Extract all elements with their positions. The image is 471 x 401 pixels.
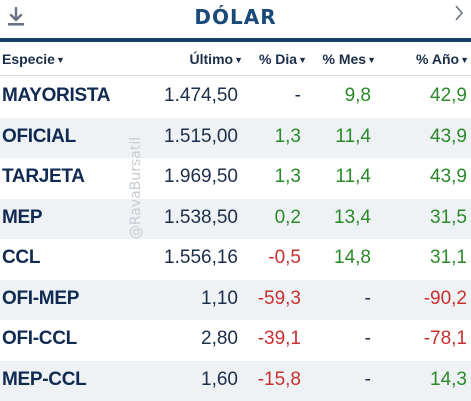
column-header-dia[interactable]: % Dia▼ [259, 51, 307, 67]
row-name: MEP [2, 206, 43, 228]
row-name: OFI-MEP [2, 287, 80, 309]
row-name: OFI-CCL [2, 328, 77, 349]
row-ano: -78,1 [423, 328, 467, 349]
row-mes: 13,4 [334, 206, 371, 228]
row-mes: - [364, 328, 371, 349]
row-ultimo: 1,60 [201, 368, 238, 390]
column-header-label: % Dia [258, 51, 298, 67]
sort-down-arrow-icon: ▼ [367, 55, 376, 65]
row-mes: 9,8 [344, 85, 371, 106]
table-row[interactable]: OFICIAL 1.515,00 1,3 11,4 43,9 [0, 117, 471, 158]
download-icon[interactable] [7, 7, 25, 27]
row-ano: 43,9 [430, 125, 467, 147]
row-ultimo: 1.474,50 [164, 85, 238, 106]
watermark-text: @RavaBursatil [128, 136, 144, 240]
row-name: CCL [2, 247, 41, 268]
row-mes: - [364, 287, 371, 309]
row-dia: 0,2 [274, 206, 301, 228]
row-dia: 1,3 [274, 166, 301, 187]
table-row[interactable]: MEP 1.538,50 0,2 13,4 31,5 [0, 198, 471, 239]
row-name: TARJETA [2, 166, 85, 187]
row-mes: 11,4 [335, 125, 371, 147]
row-dia: -15,8 [257, 368, 301, 390]
header-divider [0, 38, 471, 42]
column-header-label: Especie [2, 51, 55, 67]
row-dia: -59,3 [257, 287, 301, 309]
table-row[interactable]: MAYORISTA 1.474,50 - 9,8 42,9 [0, 77, 471, 117]
row-ultimo: 1.515,00 [164, 125, 238, 147]
table-row[interactable]: OFI-CCL 2,80 -39,1 - -78,1 [0, 320, 471, 360]
row-ultimo: 1.969,50 [164, 166, 238, 187]
table-row[interactable]: TARJETA 1.969,50 1,3 11,4 43,9 [0, 158, 471, 198]
widget-title: DÓLAR [194, 5, 277, 29]
row-ultimo: 1.538,50 [164, 206, 238, 228]
row-ano: 31,5 [430, 206, 467, 228]
row-ultimo: 2,80 [201, 328, 238, 349]
sort-down-arrow-icon: ▼ [298, 55, 307, 65]
row-ano: 14,3 [430, 368, 467, 390]
row-mes: 11,4 [335, 166, 371, 187]
column-header-mes[interactable]: % Mes▼ [323, 51, 377, 67]
row-ano: 42,9 [430, 85, 467, 106]
chevron-right-icon[interactable] [453, 4, 465, 22]
row-name: MAYORISTA [2, 85, 111, 106]
column-header-row: Especie▼ Último▼ % Dia▼ % Mes▼ % Año▼ [0, 42, 471, 76]
table-row[interactable]: MEP-CCL 1,60 -15,8 - 14,3 [0, 360, 471, 401]
row-ultimo: 1.556,16 [164, 247, 238, 268]
row-ano: 31,1 [430, 247, 467, 268]
column-header-label: % Mes [322, 51, 367, 67]
column-header-label: % Año [416, 51, 460, 67]
row-ano: -90,2 [423, 287, 467, 309]
row-dia: -0,5 [268, 247, 301, 268]
table-row[interactable]: OFI-MEP 1,10 -59,3 - -90,2 [0, 279, 471, 320]
column-header-ultimo[interactable]: Último▼ [190, 51, 243, 67]
column-header-especie[interactable]: Especie▼ [2, 51, 65, 67]
row-name: MEP-CCL [2, 368, 87, 390]
watermark: @RavaBursatil [124, 128, 148, 248]
sort-down-arrow-icon: ▼ [460, 55, 469, 65]
sort-down-arrow-icon: ▼ [234, 55, 243, 65]
row-name: OFICIAL [2, 125, 76, 147]
row-dia: -39,1 [257, 328, 301, 349]
row-mes: - [364, 368, 371, 390]
table-row[interactable]: CCL 1.556,16 -0,5 14,8 31,1 [0, 239, 471, 279]
column-header-label: Último [189, 51, 234, 67]
row-ultimo: 1,10 [201, 287, 238, 309]
row-ano: 43,9 [430, 166, 467, 187]
widget-header: DÓLAR [0, 0, 471, 38]
row-dia: - [294, 85, 301, 106]
row-dia: 1,3 [274, 125, 301, 147]
column-header-ano[interactable]: % Año▼ [416, 51, 469, 67]
row-mes: 14,8 [334, 247, 371, 268]
sort-down-arrow-icon: ▼ [55, 55, 65, 65]
